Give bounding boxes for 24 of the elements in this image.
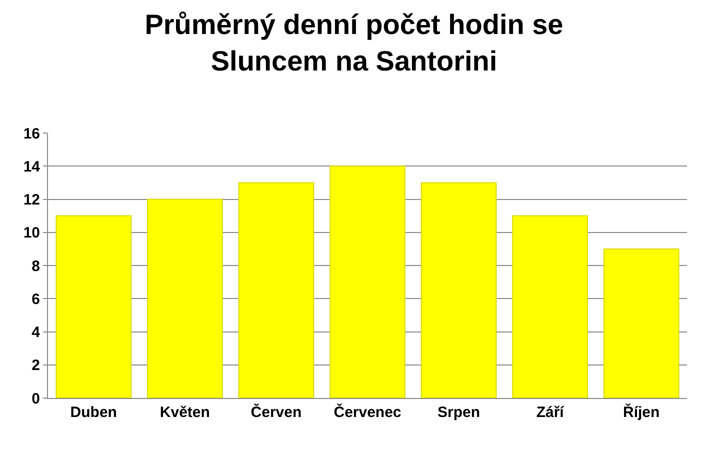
x-tick-label: Září	[536, 404, 565, 421]
bar	[603, 248, 680, 398]
y-tick-label: 4	[32, 324, 41, 341]
y-tick-label: 0	[32, 390, 40, 408]
y-tick-label: 10	[23, 224, 40, 242]
bar	[330, 166, 406, 398]
chart-title: Průměrný denní počet hodin se Sluncem na Santorini	[144, 8, 564, 76]
bar	[420, 182, 497, 398]
x-tick-label: Duben	[70, 404, 117, 421]
x-tick-label: Květen	[160, 404, 210, 421]
x-tick-label: Říjen	[623, 403, 660, 421]
x-tick-label: Červen	[250, 403, 302, 421]
y-tick-label: 16	[23, 125, 40, 142]
bar	[56, 215, 132, 398]
x-tick-label: Červenec	[334, 403, 402, 421]
bar	[147, 198, 223, 398]
y-tick-label: 8	[32, 258, 40, 275]
y-tick-label: 12	[23, 192, 40, 208]
y-tick-label: 14	[23, 158, 41, 176]
y-tick-label: 6	[32, 290, 40, 308]
bar	[512, 215, 588, 398]
x-tick-label: Srpen	[438, 404, 480, 421]
bar	[238, 182, 314, 398]
y-tick-label: 2	[32, 357, 40, 374]
